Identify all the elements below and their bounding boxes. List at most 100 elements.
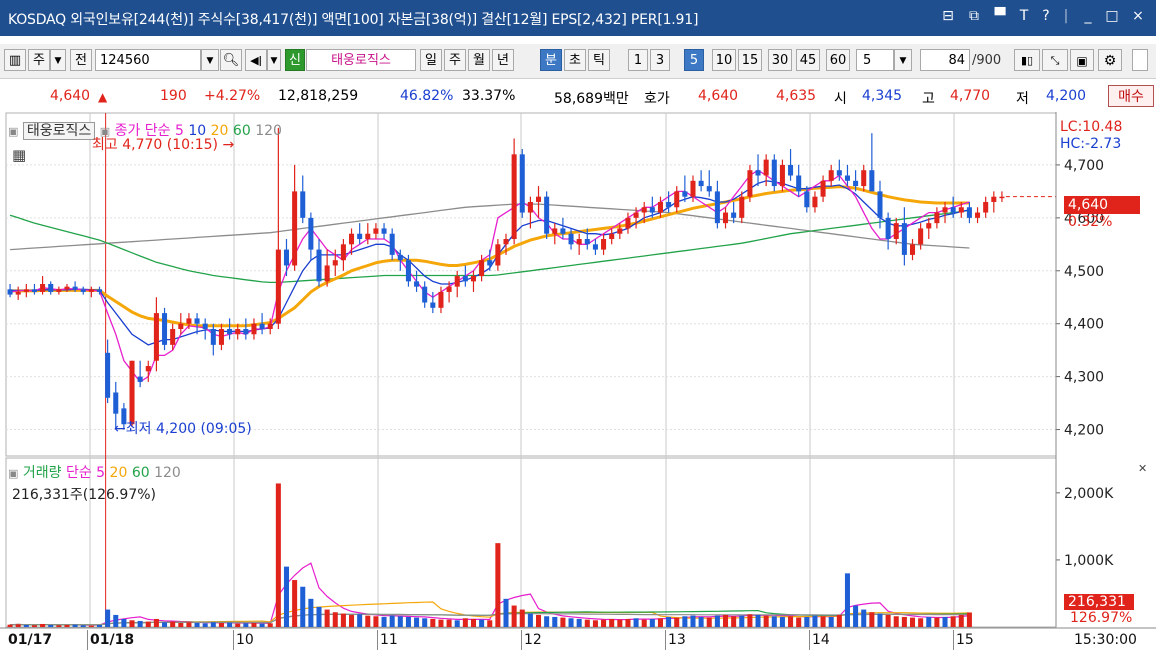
help-icon[interactable]: ? [1042,8,1050,24]
volume-bar [853,605,859,627]
high-marker-label: 최고 4,770 (10:15) → [92,134,234,154]
tab-year[interactable]: 년 [492,49,514,71]
gear-icon[interactable]: ⚙ [1098,49,1122,71]
maximize-icon[interactable]: □ [1105,8,1119,24]
candle-body [259,323,265,329]
volume-tick-label: 1,000K [1064,553,1114,569]
minute-option-3[interactable]: 3 [650,49,670,71]
new-window-icon[interactable]: ⧉ [969,8,979,24]
volume-bar [804,616,810,627]
candle-body [7,289,13,295]
all-market-button[interactable]: 전 [70,49,92,71]
market-select[interactable]: 주 [28,49,50,71]
stock-code-input[interactable]: 124560 [95,49,201,71]
volume-bar [88,625,94,627]
volume-bar [470,618,476,627]
volume-bar [259,623,265,627]
pin-icon[interactable]: ▀ [994,8,1006,24]
candle-icon[interactable]: ▮▯ [1014,49,1040,71]
candle-body [934,212,940,224]
minute-option-15[interactable]: 15 [738,49,762,71]
tab-week[interactable]: 주 [444,49,466,71]
low-marker-text: 최저 4,200 (09:05) [125,421,252,437]
volume-bar [552,616,558,627]
minute-option-1[interactable]: 1 [628,49,648,71]
volume-bar [747,614,753,627]
buy-button[interactable]: 매수 [1108,85,1154,107]
volume-bar [934,617,940,627]
code-dropdown-icon[interactable]: ▼ [201,49,219,71]
ma10-label: 10 [188,123,207,139]
panel-close-icon[interactable]: ✕ [1138,462,1148,475]
close-icon[interactable]: × [1132,8,1144,24]
menu-icon[interactable]: ▥ [4,49,26,71]
grid-lines [5,112,1057,628]
minute-option-30[interactable]: 30 [768,49,792,71]
stock-name-field[interactable]: 태웅로직스 [306,49,416,71]
candle-body [88,289,94,292]
volume-bar [487,620,493,627]
candle-body [324,265,330,282]
count-input[interactable]: 84 [920,49,970,71]
interval-dropdown-icon[interactable]: ▼ [894,49,912,71]
speaker-dropdown-icon[interactable]: ▼ [267,49,281,71]
minute-option-10[interactable]: 10 [712,49,736,71]
minute-option-5[interactable]: 5 [684,49,704,71]
stock-name-label: 태웅로직스 [22,122,96,140]
candle-body [739,196,745,218]
restore-layout-icon[interactable]: ⊟ [942,8,954,24]
tab-day[interactable]: 일 [420,49,442,71]
tab-minute[interactable]: 분 [540,49,562,71]
volume-bar [373,616,379,627]
save-icon[interactable]: ▣ [1070,49,1094,71]
volume-bar [340,613,346,627]
candle-body [210,328,216,345]
candle-body [763,159,769,176]
speaker-icon[interactable]: ◀ǀ [245,49,267,71]
table-view-icon[interactable]: ▦ [12,146,27,164]
candle-body [56,289,62,292]
font-icon[interactable]: T [1019,8,1029,24]
volume-title: 거래량 [22,465,62,481]
volume-bar [202,623,208,627]
volume-bar [666,616,672,627]
checkbox[interactable] [1132,49,1148,71]
candle-body [641,207,647,213]
ask-price: 4,640 [698,88,739,104]
tab-month[interactable]: 월 [468,49,490,71]
candle-body [397,254,403,261]
candle-body [129,360,135,425]
volume-bar [942,616,948,627]
line-tool-icon[interactable]: ⤡ [1042,49,1068,71]
volume-bar [739,615,745,627]
candle-body [812,196,818,208]
candle-body [40,284,46,292]
chevron-down-icon[interactable]: ▼ [50,49,66,71]
search-icon[interactable]: 🔍︎ [220,49,242,71]
window-title: KOSDAQ 외국인보유[244(천)] 주식수[38,417(천)] 액면[1… [8,12,699,28]
minute-option-60[interactable]: 60 [826,49,850,71]
time-tick-label: 15 [956,632,974,648]
panel-marker-icon: ▣ [99,125,111,138]
volume-bar [479,619,485,627]
volume-bar [31,625,37,627]
candle-body [275,249,281,324]
chart-svg[interactable]: 4,200 4,300 4,400 4,500 4,600 4,700 1,000K 2,00… [0,112,1156,659]
tab-second[interactable]: 초 [564,49,586,71]
minute-option-45[interactable]: 45 [796,49,820,71]
candle-body [430,302,436,308]
candle-body [869,170,875,192]
volume-ma-title: 단순 5 [65,465,106,481]
candle-body [552,228,558,234]
candle-body [918,228,924,245]
tab-tick[interactable]: 틱 [588,49,610,71]
ma-title: 종가 단순 5 [114,123,184,139]
candle-body [771,159,777,187]
window-title-bar: KOSDAQ 외국인보유[244(천)] 주식수[38,417(천)] 액면[1… [0,0,1156,36]
chart-area: 4,200 4,300 4,400 4,500 4,600 4,700 1,000K 2,00… [0,112,1156,659]
volume-bar [178,622,184,627]
interval-input[interactable]: 5 [856,49,894,71]
minimize-icon[interactable]: _ [1084,8,1092,24]
ma20-label: 20 [210,123,229,139]
candle-body [942,207,948,213]
